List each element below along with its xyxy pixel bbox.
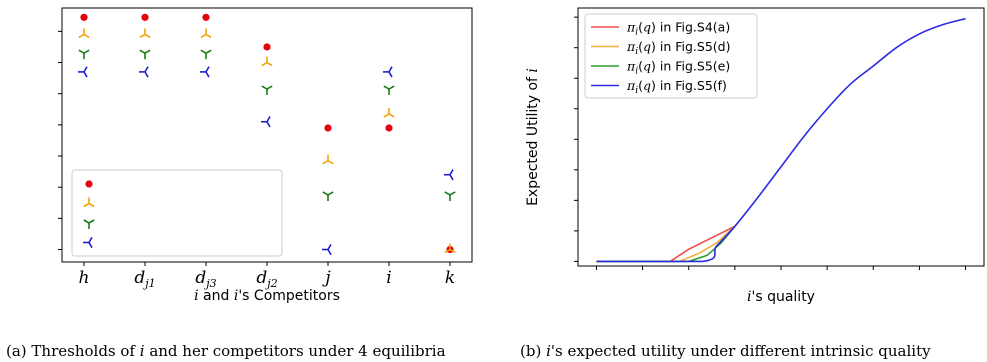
right-legend-label: πi(q) in Fig.S4(a) xyxy=(626,20,730,38)
data-point-s0-4 xyxy=(324,124,332,132)
right-y-axis-label: Expected Utility of i xyxy=(525,68,541,206)
data-point-s2-3 xyxy=(261,85,273,96)
category-subscript: j3 xyxy=(203,277,216,290)
data-point-s3-2 xyxy=(200,66,210,78)
data-point-s2-2 xyxy=(200,49,212,60)
right-caption: (b) i's expected utility under different… xyxy=(520,342,931,360)
data-point-s0-3 xyxy=(263,43,271,51)
data-point-s2-6 xyxy=(444,191,456,201)
right-chart: Expected Utility of i i's quality πi(q) in… xyxy=(520,7,985,360)
data-point-s0-1 xyxy=(141,13,149,21)
category-base: d xyxy=(134,268,145,288)
category-subscript: j2 xyxy=(264,277,277,290)
data-point-s2-0 xyxy=(78,49,90,60)
data-point-s1-6 xyxy=(444,243,456,254)
left-legend-marker xyxy=(83,236,93,249)
left-x-tick-label: i xyxy=(386,268,391,288)
left-legend-marker xyxy=(85,180,93,188)
category-subscript: j1 xyxy=(142,277,155,290)
category-base: k xyxy=(445,268,455,288)
data-point-s1-2 xyxy=(200,28,212,39)
data-point-s3-4 xyxy=(322,243,332,256)
data-point-s2-4 xyxy=(322,191,334,201)
category-base: d xyxy=(195,268,206,288)
data-point-s1-4 xyxy=(322,154,334,165)
left-x-tick-label: h xyxy=(79,268,90,288)
data-point-s2-5 xyxy=(383,85,395,96)
right-legend-box xyxy=(584,13,758,99)
data-point-s1-0 xyxy=(78,28,90,39)
data-point-s0-0 xyxy=(80,13,88,21)
data-point-s1-3 xyxy=(261,56,273,67)
left-x-tick-label: dj1 xyxy=(134,268,155,290)
left-x-tick-label: k xyxy=(445,268,455,288)
left-chart: h dj1 dj3 dj2 j i ki and i's Competitors(a) Th… xyxy=(6,7,473,360)
data-point-s2-1 xyxy=(139,49,151,60)
left-x-axis-label: i and i's Competitors xyxy=(194,288,340,304)
category-base: d xyxy=(256,268,267,288)
data-point-s1-5 xyxy=(383,107,395,118)
right-legend-label: πi(q) in Fig.S5(e) xyxy=(626,59,730,77)
left-legend-marker xyxy=(83,197,95,208)
right-legend-label: πi(q) in Fig.S5(f) xyxy=(626,78,727,96)
left-x-tick-label: dj2 xyxy=(256,268,277,290)
data-point-s0-5 xyxy=(385,124,393,132)
left-caption: (a) Thresholds of i and her competitors … xyxy=(6,342,446,360)
left-x-tick-label: j xyxy=(321,268,331,288)
category-base: h xyxy=(79,268,90,288)
data-point-s3-3 xyxy=(261,116,271,128)
series-line-3 xyxy=(596,17,966,263)
left-legend-marker xyxy=(83,219,95,229)
data-point-s3-0 xyxy=(78,66,88,78)
data-point-s3-6 xyxy=(444,169,454,181)
right-legend-label: πi(q) in Fig.S5(d) xyxy=(626,39,730,57)
data-point-s3-1 xyxy=(139,66,149,78)
category-base: j xyxy=(321,268,331,288)
left-x-tick-label: dj3 xyxy=(195,268,216,290)
left-legend-box xyxy=(71,169,283,257)
category-base: i xyxy=(386,268,391,288)
data-point-s0-2 xyxy=(202,13,210,21)
data-point-s1-1 xyxy=(139,28,151,39)
right-x-axis-label: i's quality xyxy=(747,289,815,305)
data-point-s3-5 xyxy=(383,66,393,78)
